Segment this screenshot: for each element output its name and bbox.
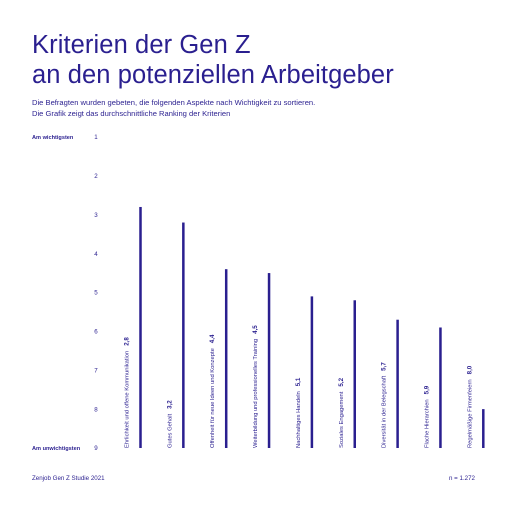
bar-7 [396,319,399,448]
y-tick-label-1: 1 [94,134,98,141]
bar-5 [310,296,314,448]
chart-subtitle-line-1: Die Befragten wurden gebeten, die folgen… [32,98,316,107]
category-label-8: Flache Hierarchien [424,399,430,448]
bar-9 [482,409,485,448]
y-tick-label-8: 8 [94,406,98,413]
category-label-4: Weiterbildung und professionelles Traini… [253,339,259,448]
category-label-7: Diversität in der Belegschaft [382,375,388,448]
value-label-1: 2,8 [124,337,131,346]
bar-1 [139,206,142,448]
value-label-8: 5,9 [423,385,430,394]
y-axis-top-label: Am wichtigsten [32,135,74,141]
y-tick-label-6: 6 [94,329,98,336]
chart-title: Kriterien der Gen Z an den potenziellen … [32,30,492,90]
y-axis-bottom-label: Am unwichtigsten [32,446,81,452]
bar-4 [267,273,271,448]
y-tick-label-4: 4 [94,251,98,258]
category-label-3: Offenheit für neue Ideen und Konzepte [210,348,216,448]
bar-8 [439,327,442,448]
chart-subtitle-line-2: Die Grafik zeigt das durchschnittliche R… [32,109,231,118]
value-label-2: 3,2 [166,400,173,409]
bar-3 [224,269,228,448]
value-label-4: 4,5 [252,325,259,334]
source-note: Zenjob Gen Z Studie 2021 [32,475,105,482]
bar-2 [182,222,185,448]
value-label-7: 5,7 [381,362,388,371]
value-label-5: 5,1 [295,377,302,386]
value-label-9: 8,0 [466,365,473,374]
chart-title-line-1: Kriterien der Gen Z [32,31,251,59]
y-tick-label-3: 3 [94,212,98,219]
category-label-6: Soziales Engagement [339,391,345,448]
y-tick-label-5: 5 [94,290,98,297]
chart-title-line-2: an den potenziellen Arbeitgeber [32,61,394,89]
category-label-5: Nachhaltiges Handeln [296,391,302,448]
y-tick-label-9: 9 [94,445,98,452]
chart-subtitle: Die Befragten wurden gebeten, die folgen… [32,97,492,119]
category-label-9: Regelmäßige Firmenfeiern [467,379,473,448]
sample-size-note: n = 1.272 [449,475,475,482]
bar-6 [353,300,356,448]
category-label-1: Ehrlichkeit und offene Kommunikation [125,351,131,448]
value-label-6: 5,2 [338,377,345,386]
value-label-3: 4,4 [209,334,216,343]
y-tick-label-7: 7 [94,367,98,374]
category-label-2: Gutes Gehalt [167,413,173,448]
y-tick-label-2: 2 [94,173,98,180]
